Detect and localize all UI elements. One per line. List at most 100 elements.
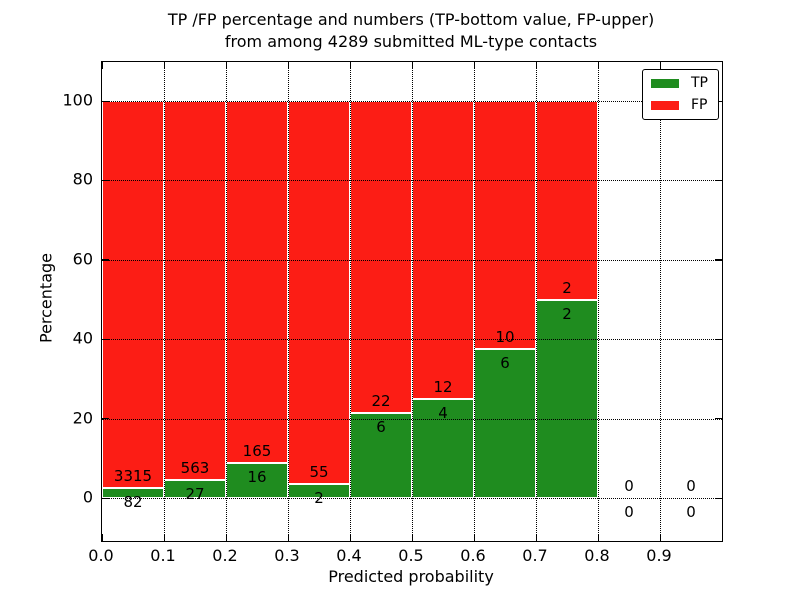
tp-count-label: 4 (438, 403, 448, 422)
y-tick-mark (715, 179, 722, 182)
x-tick-mark (659, 62, 661, 69)
legend-label-tp: TP (691, 75, 708, 91)
x-tick-mark (597, 62, 599, 69)
bar-value-labels-layer: 3315 82 563 27 165 16 55 2 22 6 12 4 10 6 2 2 0 0 0 0 (102, 62, 722, 541)
x-tick-mark (411, 534, 413, 541)
bars-layer (102, 62, 722, 541)
x-tick-mark (163, 62, 165, 69)
bar-segment-fp (474, 101, 536, 350)
tp-count-label: 2 (562, 304, 572, 323)
y-tick-label: 0 (82, 487, 93, 507)
tp-count-label: 82 (123, 493, 143, 512)
x-tick-label: 0.7 (522, 546, 548, 565)
fp-count-label: 3315 (113, 467, 153, 486)
x-tick-label: 0.9 (646, 546, 672, 565)
y-tick-label: 40 (72, 328, 93, 348)
legend-item-fp: FP (651, 98, 708, 113)
bar-segment-tp (474, 349, 536, 498)
v-gridline (536, 62, 537, 541)
x-tick-label: 0.0 (88, 546, 114, 565)
fp-count-label: 55 (309, 463, 329, 482)
y-tick-mark (102, 100, 109, 102)
chart-title: TP /FP percentage and numbers (TP-bottom… (101, 9, 721, 53)
tp-count-label: 6 (376, 417, 386, 436)
fp-count-label: 165 (242, 441, 272, 460)
x-tick-mark (101, 62, 103, 69)
tp-count-label: 0 (686, 503, 696, 521)
tp-count-label: 27 (185, 484, 205, 503)
fp-count-label: 563 (180, 458, 210, 477)
tp-count-label: 0 (624, 503, 634, 521)
x-tick-mark (411, 62, 413, 69)
y-tick-mark (715, 338, 722, 341)
v-gridline (226, 62, 227, 541)
tp-count-label: 6 (500, 354, 510, 373)
x-tick-label: 0.3 (274, 546, 300, 565)
legend: TP FP (642, 69, 719, 120)
y-axis-label: Percentage (36, 252, 56, 344)
x-axis-label: Predicted probability (328, 567, 494, 586)
y-tick-mark (102, 259, 109, 261)
x-tick-mark (225, 534, 227, 541)
fp-count-label: 0 (686, 477, 696, 495)
tp-count-label: 2 (314, 489, 324, 508)
fp-count-label: 22 (371, 391, 391, 410)
x-tick-mark (597, 534, 599, 541)
y-tick-mark (715, 418, 722, 420)
y-tick-label: 20 (72, 408, 93, 428)
fp-count-label: 2 (562, 278, 572, 297)
x-tick-mark (163, 534, 165, 541)
x-tick-label: 0.2 (212, 546, 238, 565)
fp-count-label: 10 (495, 328, 515, 347)
tick-marks-layer (101, 62, 723, 541)
x-tick-label: 0.5 (398, 546, 424, 565)
fp-count-label: 0 (624, 477, 634, 495)
x-tick-mark (349, 534, 351, 541)
x-tick-mark (721, 534, 723, 541)
v-gridline (350, 62, 351, 541)
y-tick-mark (102, 338, 109, 341)
y-tick-mark (102, 179, 109, 182)
y-tick-label: 60 (72, 249, 93, 269)
legend-item-tp: TP (651, 76, 708, 91)
x-tick-mark (473, 62, 475, 69)
tp-count-label: 16 (247, 467, 267, 486)
y-tick-label: 100 (62, 90, 93, 110)
y-tick-mark (715, 497, 722, 499)
v-gridline (474, 62, 475, 541)
y-tick-mark (715, 259, 722, 261)
y-tick-mark (102, 418, 109, 420)
bar-segment-fp (412, 101, 474, 399)
y-tick-label: 80 (72, 169, 93, 189)
chart-title-line2: from among 4289 submitted ML-type contac… (224, 32, 598, 51)
y-tick-mark (102, 497, 109, 499)
legend-label-fp: FP (691, 97, 708, 113)
chart-title-line1: TP /FP percentage and numbers (TP-bottom… (167, 10, 655, 29)
x-tick-mark (349, 62, 351, 69)
plot-area: 3315 82 563 27 165 16 55 2 22 6 12 4 10 6 2 2 0 0 0 0 TP FP (101, 61, 723, 542)
bar-segment-fp (102, 101, 164, 489)
x-tick-mark (659, 534, 661, 541)
x-tick-label: 0.6 (460, 546, 486, 565)
fp-color-swatch (651, 101, 679, 110)
v-gridline (288, 62, 289, 541)
v-gridline (598, 62, 599, 541)
x-tick-label: 0.8 (584, 546, 610, 565)
v-gridline (164, 62, 165, 541)
grid-layer (102, 62, 722, 541)
x-tick-mark (101, 534, 103, 541)
bar-segment-tp (536, 299, 598, 498)
x-tick-mark (535, 534, 537, 541)
x-tick-mark (225, 62, 227, 69)
x-tick-label: 0.4 (336, 546, 362, 565)
v-gridline (660, 62, 661, 541)
bar-segment-tp (102, 488, 164, 498)
x-tick-mark (535, 62, 537, 69)
x-tick-mark (473, 534, 475, 541)
x-tick-mark (721, 62, 723, 69)
tp-color-swatch (651, 79, 679, 88)
fp-count-label: 12 (433, 377, 453, 396)
x-tick-label: 0.1 (150, 546, 176, 565)
x-tick-mark (287, 62, 289, 69)
